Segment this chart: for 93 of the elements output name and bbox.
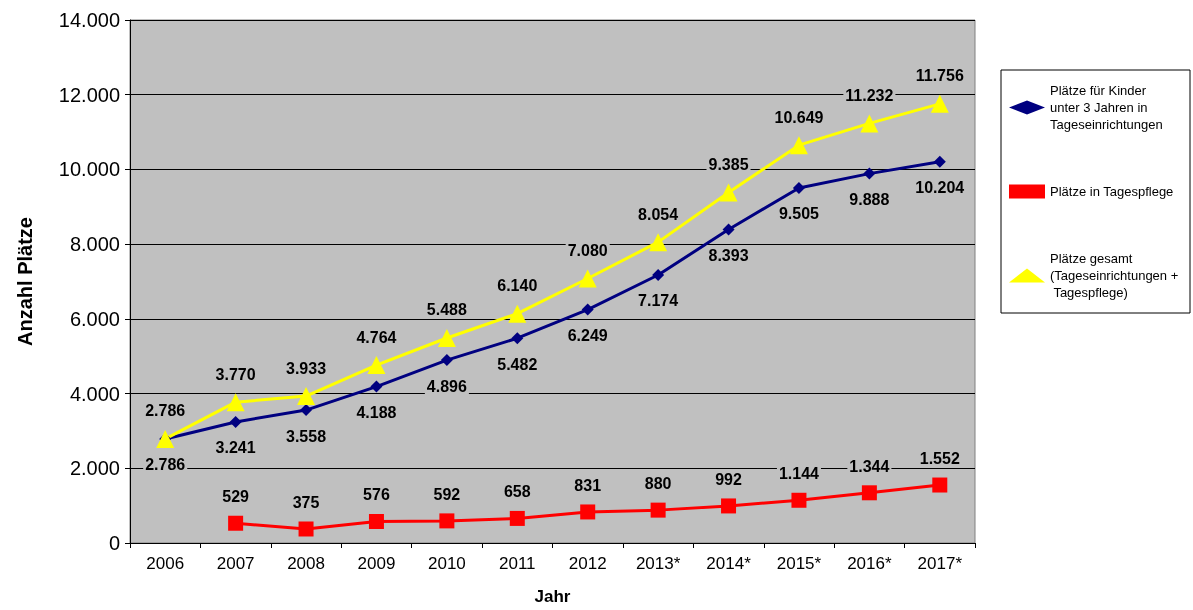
data-label: 1.344	[849, 457, 890, 475]
x-tick-label: 2012	[568, 554, 607, 573]
point	[861, 485, 877, 501]
point	[368, 513, 384, 529]
point	[721, 498, 737, 514]
y-tick-label: 14.000	[58, 9, 120, 31]
point	[300, 404, 313, 417]
x-tick-label: 2015*	[776, 554, 822, 573]
data-label: 6.249	[567, 327, 608, 345]
data-label: 576	[363, 486, 390, 504]
point	[509, 510, 525, 526]
x-tick-label: 2014*	[706, 554, 752, 573]
data-label: 4.764	[356, 328, 397, 346]
point	[437, 328, 456, 347]
x-tick-label: 2008	[287, 554, 325, 573]
point	[440, 354, 453, 367]
point	[370, 380, 383, 393]
data-label: 10.649	[774, 108, 824, 126]
data-label: 1.144	[778, 465, 820, 483]
x-tick-label: 2010	[427, 554, 466, 573]
data-label: 2.786	[145, 456, 186, 474]
data-label: 375	[292, 493, 320, 511]
data-label: 11.232	[845, 86, 894, 104]
point	[511, 332, 524, 345]
y-tick-label: 0	[108, 532, 120, 554]
point	[863, 167, 876, 180]
y-tick-label: 6.000	[69, 307, 120, 330]
point	[297, 387, 316, 406]
point	[860, 114, 879, 133]
point	[367, 356, 386, 375]
x-tick-label: 2016*	[847, 554, 892, 573]
data-label: 5.488	[426, 301, 467, 319]
data-label: 529	[222, 488, 250, 506]
data-label: 7.174	[638, 292, 679, 310]
data-label: 3.241	[215, 439, 256, 457]
legend-label: Plätze für Kinder unter 3 Jahren in Tageseinrichtungen	[1050, 83, 1163, 132]
point	[650, 502, 666, 518]
data-label: 9.505	[778, 205, 820, 223]
point	[649, 233, 668, 252]
point	[508, 304, 527, 323]
point	[578, 269, 597, 288]
point	[229, 415, 242, 428]
data-label: 11.756	[915, 67, 964, 85]
y-tick-label: 8.000	[69, 233, 120, 256]
point	[789, 136, 808, 155]
y-axis-title: Anzahl Plätze	[14, 217, 36, 346]
x-tick-label: 2011	[499, 554, 536, 573]
data-label: 9.888	[849, 191, 890, 209]
data-label: 3.558	[286, 427, 327, 445]
point	[652, 269, 665, 281]
point	[930, 94, 949, 113]
point	[932, 477, 948, 493]
data-label: 8.054	[638, 205, 679, 223]
point	[580, 504, 596, 520]
data-label: 831	[574, 476, 602, 494]
data-label: 880	[644, 475, 672, 493]
point	[581, 303, 594, 316]
data-label: 4.896	[426, 377, 467, 395]
legend-label: Plätze in Tagespflege	[1050, 184, 1174, 199]
data-label: 592	[433, 485, 461, 503]
point	[226, 393, 245, 412]
point	[439, 513, 455, 529]
y-tick-label: 12.000	[58, 83, 120, 106]
data-label: 3.933	[286, 359, 327, 377]
x-tick-label: 2009	[357, 554, 396, 573]
x-tick-label: 2017*	[917, 554, 963, 573]
data-label: 658	[503, 483, 531, 501]
data-label: 7.080	[567, 242, 608, 260]
x-tick-label: 2013*	[635, 554, 681, 573]
point	[228, 515, 244, 531]
data-label: 4.188	[356, 404, 397, 422]
data-label: 8.393	[708, 246, 749, 264]
y-tick-label: 4.000	[69, 382, 120, 405]
data-label: 9.385	[708, 155, 749, 173]
data-label: 5.482	[497, 355, 538, 373]
x-tick-label: 2006	[146, 554, 185, 573]
point	[722, 223, 735, 236]
point	[719, 183, 738, 202]
point	[933, 155, 946, 168]
data-label: 1.552	[919, 450, 960, 468]
data-label: 10.204	[915, 179, 965, 197]
y-tick-label: 2.000	[69, 457, 120, 480]
y-tick-label: 10.000	[58, 158, 120, 181]
x-axis-title: Jahr	[534, 587, 571, 606]
point	[298, 521, 314, 537]
data-label: 992	[715, 470, 742, 488]
point	[792, 181, 805, 194]
point	[791, 492, 807, 508]
legend-label: Plätze gesamt (Tageseinrichtungen + Tagespflege)	[1050, 251, 1179, 300]
x-tick-label: 2007	[216, 554, 255, 573]
data-label: 2.786	[145, 402, 186, 420]
data-label: 6.140	[497, 277, 538, 295]
data-label: 3.770	[215, 365, 256, 383]
